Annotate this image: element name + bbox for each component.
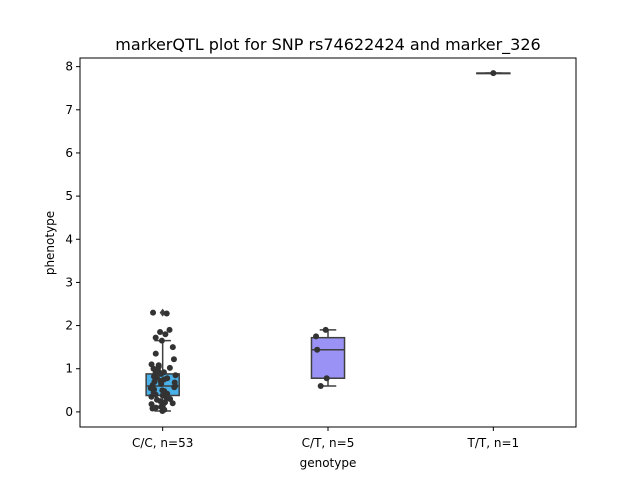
y-tick-label: 0 [65, 405, 73, 419]
data-point [322, 326, 329, 333]
data-point [158, 337, 165, 344]
y-tick-label: 8 [65, 60, 73, 74]
x-tick-label: C/T, n=5 [302, 436, 355, 450]
data-point [150, 309, 157, 316]
y-tick-label: 1 [65, 362, 73, 376]
data-point [162, 331, 169, 338]
data-point [169, 344, 176, 351]
x-tick-label: T/T, n=1 [467, 436, 520, 450]
data-point [152, 334, 159, 341]
box [310, 336, 346, 379]
data-point [153, 396, 160, 403]
data-point [159, 387, 166, 394]
y-tick-label: 6 [65, 146, 73, 160]
data-point [169, 400, 176, 407]
data-point [164, 375, 171, 382]
data-point [313, 333, 320, 340]
plot-area [145, 70, 511, 415]
y-axis-label: phenotype [43, 211, 57, 275]
data-point [152, 350, 159, 357]
data-point [166, 326, 173, 333]
y-tick-label: 4 [65, 232, 73, 246]
data-point [163, 310, 170, 317]
data-point [490, 70, 497, 77]
x-axis-label: genotype [300, 456, 357, 470]
data-point [166, 364, 173, 371]
data-point [155, 362, 162, 369]
y-tick-label: 2 [65, 319, 73, 333]
data-point [323, 375, 330, 382]
y-tick-label: 5 [65, 189, 73, 203]
y-tick-label: 7 [65, 103, 73, 117]
data-point [152, 404, 159, 411]
x-tick-label: C/C, n=53 [132, 436, 193, 450]
data-point [172, 372, 179, 379]
data-point [157, 329, 164, 336]
data-point [317, 383, 324, 389]
data-point [148, 401, 155, 408]
chart-title: markerQTL plot for SNP rs74622424 and ma… [115, 35, 540, 55]
data-point [148, 361, 155, 368]
data-point [160, 369, 167, 376]
y-tick-label: 3 [65, 275, 73, 289]
data-point [314, 346, 321, 353]
data-point [171, 379, 178, 386]
data-point [170, 356, 177, 363]
